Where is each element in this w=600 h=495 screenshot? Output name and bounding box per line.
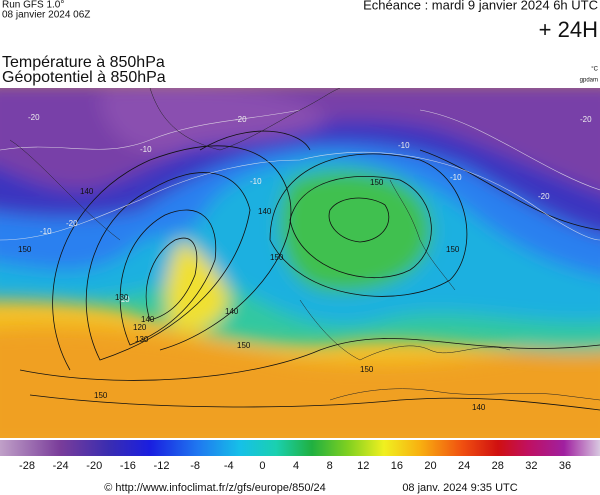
echeance: Echéance : mardi 9 janvier 2024 6h UTC <box>363 0 598 12</box>
isohypse-label: 150 <box>94 391 108 400</box>
isohypse-label: 150 <box>18 245 32 254</box>
isohypse-label: 140 <box>141 315 155 324</box>
colorbar-tick-label: -8 <box>190 460 200 472</box>
colorbar-tick-label: 28 <box>492 460 504 472</box>
colorbar-tick-label: 36 <box>559 460 571 472</box>
colorbar-tick-label: 32 <box>525 460 537 472</box>
unit-temperature: °C <box>591 67 598 73</box>
map-labels: -20 -20 -10 -10 -20 -10 -20 -10 -20 -10 -10 140 150 1… <box>18 113 592 412</box>
isotherm-label: -20 <box>235 115 247 124</box>
isotherm-label: -10 <box>118 295 130 304</box>
isohypse-label: 140 <box>472 403 486 412</box>
unit-geopotential: gpdam <box>580 78 598 84</box>
colorbar-tick-label: 8 <box>327 460 333 472</box>
temperature-field <box>0 88 600 438</box>
colorbar-tick-label: 20 <box>424 460 436 472</box>
title-geopotential: Géopotentiel à 850hPa <box>2 69 166 86</box>
footer-generated: 08 janv. 2024 9:35 UTC <box>402 482 517 494</box>
title-temperature: Température à 850hPa <box>2 54 165 71</box>
colorbar-tick-label: 4 <box>293 460 299 472</box>
colorbar-tick-label: -28 <box>19 460 35 472</box>
isotherm-label: -10 <box>450 173 462 182</box>
isotherm-label: -20 <box>66 219 78 228</box>
isohypse-label: 140 <box>80 187 94 196</box>
isohypse-label: 150 <box>370 178 384 187</box>
colorbar-tick-label: -16 <box>120 460 136 472</box>
isohypse-label: 150 <box>360 365 374 374</box>
isotherm-label: -10 <box>140 145 152 154</box>
colorbar <box>0 440 600 456</box>
colorbar-tick-label: 0 <box>259 460 265 472</box>
colorbar-tick-label: -4 <box>224 460 234 472</box>
colorbar-tick-label: 12 <box>357 460 369 472</box>
isohypse-label: 150 <box>237 341 251 350</box>
colorbar-ticks: -28 -24 -20 -16 -12 -8 -4 0 4 8 12 16 20 24 28 32 36 <box>19 460 571 472</box>
temperature-isotherms <box>0 109 600 241</box>
isohypse-label: 140 <box>225 307 239 316</box>
run-label: Run GFS 1.0° <box>2 0 64 11</box>
isotherm-label: -10 <box>250 177 262 186</box>
isotherm-label: -20 <box>538 192 550 201</box>
colorbar-tick-label: 16 <box>391 460 403 472</box>
isohypse-label: 120 <box>133 323 147 332</box>
isohypse-label: 150 <box>270 253 284 262</box>
colorbar-tick-label: -24 <box>53 460 69 472</box>
run-date: 08 janvier 2024 06Z <box>2 10 90 21</box>
isotherm-label: -20 <box>580 115 592 124</box>
isotherm-label: -20 <box>28 113 40 122</box>
footer-url: © http://www.infoclimat.fr/z/gfs/europe/… <box>104 482 326 494</box>
isohypse-label: 140 <box>258 207 272 216</box>
isohypse-label: 130 <box>115 293 129 302</box>
colorbar-tick-label: 24 <box>458 460 470 472</box>
colorbar-tick-label: -12 <box>154 460 170 472</box>
isotherm-label: -10 <box>40 227 52 236</box>
isotherm-label: -10 <box>398 141 410 150</box>
colorbar-tick-label: -20 <box>86 460 102 472</box>
map <box>0 88 600 438</box>
geopotential-contours <box>19 130 600 411</box>
isohypse-label: 130 <box>135 335 149 344</box>
lead-time: + 24H <box>539 17 598 42</box>
isohypse-label: 150 <box>446 245 460 254</box>
coastlines <box>9 88 600 401</box>
